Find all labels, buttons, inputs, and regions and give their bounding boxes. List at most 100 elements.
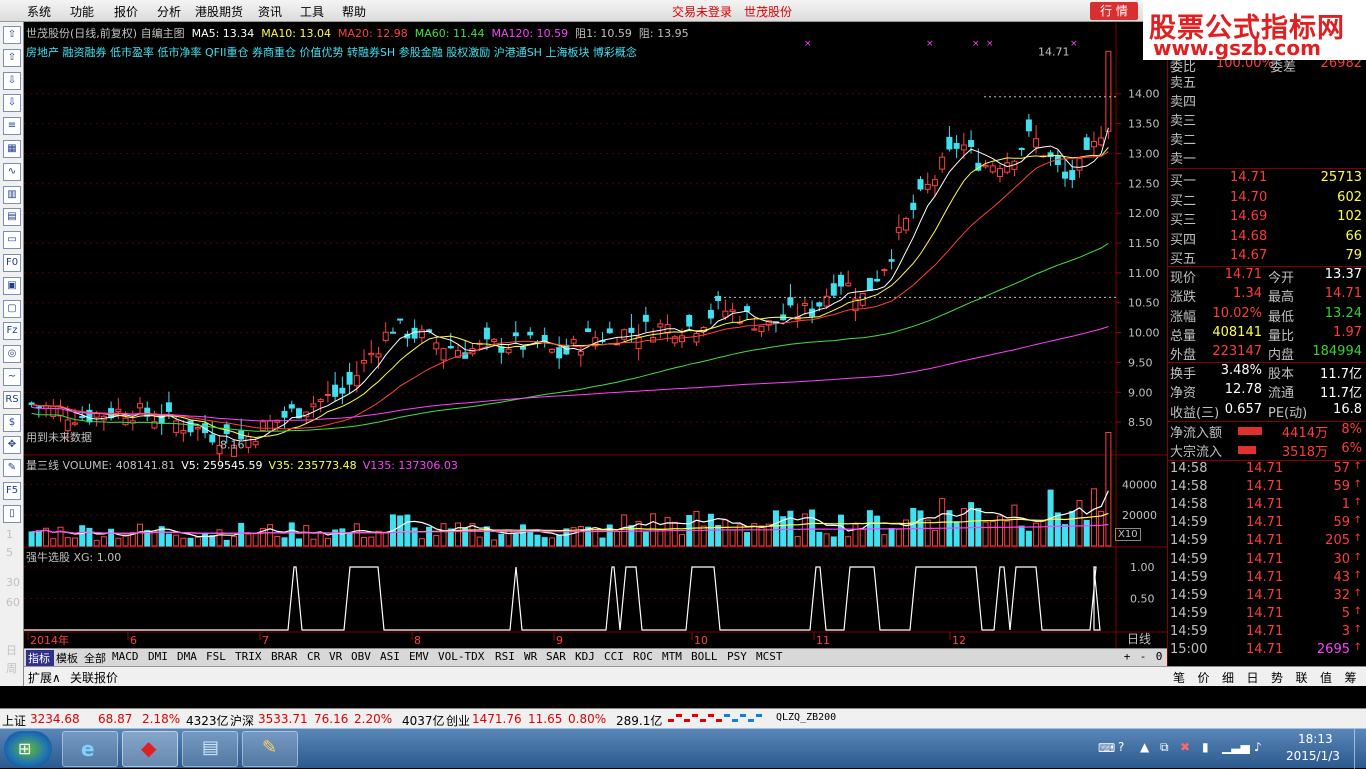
period-num[interactable]: 30 <box>6 576 20 589</box>
chart-canvas[interactable]: 14.00 13.50 13.00 12.50 12.00 11.50 11.00 10.50… <box>24 22 1167 648</box>
sell-row[interactable]: 卖二 <box>1170 129 1364 148</box>
indicator-tab[interactable]: CR <box>307 650 321 663</box>
arrow-up-icon[interactable]: ⇧ <box>3 48 21 67</box>
buy-row[interactable]: 买五 14.67 79 <box>1170 248 1364 267</box>
period-num[interactable]: 60 <box>6 596 20 609</box>
doc-icon[interactable]: ▭ <box>3 231 21 250</box>
pencil-icon[interactable]: ✎ <box>3 459 21 478</box>
indicator-tab[interactable]: DMI <box>148 650 168 663</box>
ext-tab-expand[interactable]: 扩展∧ <box>28 671 61 685</box>
start-button[interactable]: ⊞ <box>4 731 52 767</box>
f12-icon[interactable]: Fz <box>3 322 21 341</box>
indicator-tab[interactable]: KDJ <box>575 650 595 663</box>
arrow-down-icon[interactable]: ⇩ <box>3 94 21 113</box>
wave-icon[interactable]: ~ <box>3 368 21 386</box>
buy-row[interactable]: 买一 14.71 25713 <box>1170 170 1364 189</box>
list-icon[interactable]: ≡ <box>3 117 21 136</box>
indicator-tab[interactable]: VOL-TDX <box>438 650 485 663</box>
indicator-tab[interactable]: 指标 <box>26 650 54 666</box>
quote-tab[interactable]: 笔 <box>1173 671 1186 685</box>
line-chart-icon[interactable]: ∿ <box>3 162 21 181</box>
menu-item-4[interactable]: 港股期货 <box>195 5 244 19</box>
indicator-tab[interactable]: 模板 <box>56 652 78 665</box>
menu-item-0[interactable]: 系统 <box>27 5 52 19</box>
arrow-down-icon[interactable]: ⇩ <box>3 71 21 90</box>
sell-row[interactable]: 卖五 <box>1170 72 1364 91</box>
cy-label[interactable]: 创业 <box>446 714 471 728</box>
buy-row[interactable]: 买四 14.68 66 <box>1170 229 1364 248</box>
taskbar-ie[interactable]: e <box>62 731 118 767</box>
indicator-tab[interactable]: WR <box>524 650 538 663</box>
indicator-tab[interactable]: OBV <box>351 650 371 663</box>
quote-tab[interactable]: 价 <box>1197 671 1210 685</box>
quote-tab[interactable]: 值 <box>1320 671 1333 685</box>
sell-row[interactable]: 卖一 <box>1170 148 1364 167</box>
zoom-control[interactable]: + <box>1123 650 1131 663</box>
taskbar-notes[interactable]: ▤ <box>182 731 238 767</box>
quote-tab[interactable]: 筹 <box>1344 671 1357 685</box>
period-day[interactable]: 日 <box>6 644 17 657</box>
tray-expand-icon[interactable]: ▲ <box>1140 740 1150 754</box>
period-label[interactable]: 日线 <box>1127 632 1152 646</box>
indicator-tab[interactable]: MTM <box>662 650 682 663</box>
help-icon[interactable]: ? <box>1118 740 1125 754</box>
sh-label[interactable]: 上证 <box>2 714 27 728</box>
clock-date[interactable]: 2015/1/3 <box>1286 749 1340 763</box>
f5-icon[interactable]: F5 <box>3 482 21 500</box>
kline-chart[interactable]: 14.00 13.50 13.00 12.50 12.00 11.50 11.00 10.50… <box>24 22 1167 650</box>
move-icon[interactable]: ✥ <box>3 436 21 455</box>
period-day[interactable]: 周 <box>6 662 17 675</box>
grid-icon[interactable]: ▦ <box>3 140 21 158</box>
indicator-tab[interactable]: MCST <box>756 650 783 663</box>
f10-icon[interactable]: F0 <box>3 254 21 272</box>
money-icon[interactable]: $ <box>3 413 21 432</box>
quote-tab[interactable]: 日 <box>1246 671 1259 685</box>
indicator-tab[interactable]: VR <box>329 650 343 663</box>
rsi-icon[interactable]: RS <box>3 390 21 409</box>
clock-time[interactable]: 18:13 <box>1298 732 1333 746</box>
quote-tab[interactable]: 联 <box>1295 671 1308 685</box>
network-icon[interactable]: ⧉ <box>1160 740 1169 754</box>
book-icon[interactable]: ▯ <box>3 504 21 523</box>
indicator-tab[interactable]: SAR <box>546 650 566 663</box>
menu-item-3[interactable]: 分析 <box>157 5 182 19</box>
keyboard-icon[interactable]: ⌨ <box>1098 741 1116 755</box>
arrow-up-icon[interactable]: ⇧ <box>3 26 21 44</box>
battery-icon[interactable]: ▮ <box>1202 740 1209 754</box>
period-num[interactable]: 5 <box>6 546 13 559</box>
signal-icon[interactable]: ▁▃▅ <box>1222 740 1250 754</box>
buy-row[interactable]: 买二 14.70 602 <box>1170 190 1364 209</box>
sell-row[interactable]: 卖四 <box>1170 91 1364 110</box>
volume-icon[interactable]: ♪ <box>1254 740 1262 754</box>
indicator-tab[interactable]: 全部 <box>84 652 106 665</box>
period-num[interactable]: 1 <box>6 528 13 541</box>
flow-row[interactable]: 大宗流入 3518万 6% <box>1170 441 1364 460</box>
indicator-tab[interactable]: BOLL <box>691 650 718 663</box>
indicator-tab[interactable]: MACD <box>112 650 139 663</box>
hs-label[interactable]: 沪深 <box>230 714 255 728</box>
menu-item-1[interactable]: 功能 <box>70 5 95 19</box>
ext-tab-related[interactable]: 关联报价 <box>70 671 119 685</box>
flow-row[interactable]: 净流入额 4414万 8% <box>1170 422 1364 441</box>
show-desktop-button[interactable] <box>1354 729 1366 769</box>
sell-row[interactable]: 卖三 <box>1170 110 1364 129</box>
indicator-tab[interactable]: DMA <box>177 650 197 663</box>
concept-tags[interactable]: 房地产 融资融券 低市盈率 低市净率 QFII重仓 券商重仓 价值优势 转融券S… <box>26 46 637 59</box>
indicator-tab[interactable]: ROC <box>633 650 653 663</box>
flag-icon[interactable]: ✖ <box>1180 740 1191 754</box>
indicator-tab[interactable]: FSL <box>206 650 226 663</box>
zoom-control[interactable]: 0 <box>1155 650 1163 663</box>
calendar-icon[interactable]: ▢ <box>3 299 21 318</box>
table-icon[interactable]: ▤ <box>3 208 21 227</box>
buy-row[interactable]: 买三 14.69 102 <box>1170 209 1364 228</box>
indicator-tab[interactable]: PSY <box>727 650 747 663</box>
taskbar-stock-app[interactable]: ◆ <box>122 731 178 767</box>
indicator-tab[interactable]: CCI <box>604 650 624 663</box>
bar-chart-icon[interactable]: ▥ <box>3 185 21 204</box>
quote-button[interactable]: 行 情 <box>1090 2 1138 20</box>
indicator-tab[interactable]: TRIX <box>235 650 262 663</box>
indicator-tab[interactable]: BRAR <box>271 650 298 663</box>
menu-item-7[interactable]: 帮助 <box>342 5 367 19</box>
indicator-tab[interactable]: RSI <box>495 650 515 663</box>
menu-item-2[interactable]: 报价 <box>114 5 139 19</box>
